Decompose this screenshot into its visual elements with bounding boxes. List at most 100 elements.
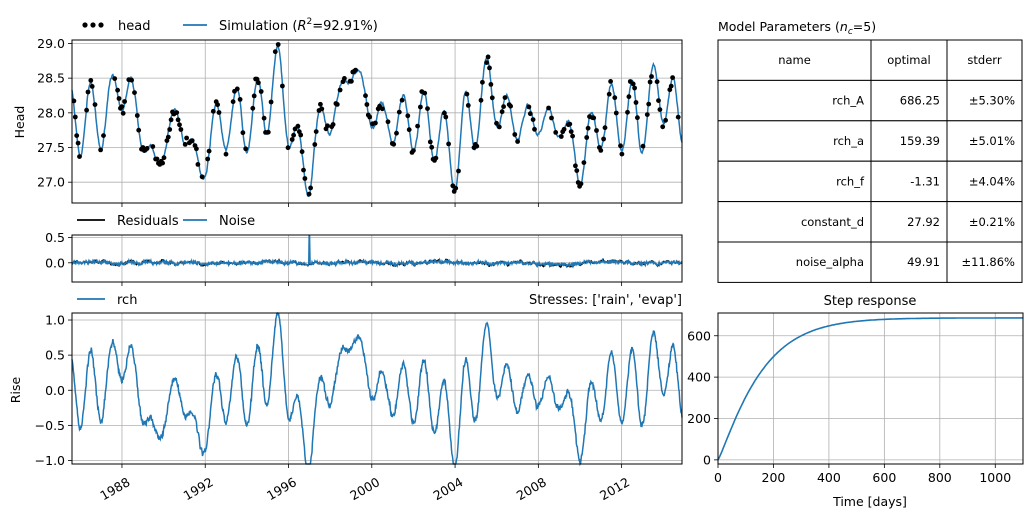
head-observation-point	[334, 102, 340, 107]
y-tick-label: 28.5	[37, 71, 65, 86]
head-observation-point	[608, 79, 613, 84]
head-observation-point	[132, 90, 137, 95]
step-y-ticks: 0 200 400 600	[687, 328, 718, 467]
head-x-ticks	[121, 203, 623, 207]
contribution-ylabel: Rise	[8, 377, 23, 404]
head-observation-point	[591, 115, 597, 121]
table-value-cell: ±11.86%	[962, 255, 1016, 269]
head-observation-point	[594, 128, 599, 133]
head-observation-point	[494, 120, 499, 126]
table-value-cell: ±4.04%	[969, 174, 1015, 188]
x-tick-label: 1992	[181, 474, 216, 503]
head-observation-point	[237, 97, 243, 102]
head-observation-point	[502, 95, 508, 100]
head-observation-point	[88, 78, 94, 83]
table-value-cell: ±5.30%	[969, 94, 1015, 108]
y-tick-label: 27.5	[37, 140, 65, 155]
head-observation-point	[530, 117, 536, 122]
noise-line	[71, 235, 683, 269]
head-observation-point	[553, 130, 559, 135]
step-xlabel: Time [days]	[832, 494, 907, 509]
step-x-ticks: 0 200 400 600 800 1000	[714, 464, 1011, 485]
head-observation-point	[223, 151, 229, 157]
head-observation-point	[394, 130, 399, 136]
head-observation-point	[161, 155, 167, 161]
table-value-cell: rch_f	[836, 174, 865, 188]
step-x-tick-label: 800	[928, 470, 952, 485]
head-observation-point	[167, 127, 173, 132]
head-observation-point	[92, 102, 98, 107]
head-observation-point	[144, 146, 150, 151]
head-observation-point	[654, 79, 660, 85]
head-grid	[72, 40, 682, 203]
legend-head-label: head	[118, 19, 150, 34]
head-observation-point	[119, 104, 125, 109]
head-observation-point	[667, 87, 673, 93]
table-cell	[870, 120, 948, 162]
table-cell	[717, 39, 872, 81]
step-title: Step response	[824, 294, 917, 309]
head-observation-point	[301, 167, 306, 173]
head-observation-point	[234, 86, 240, 92]
head-observation-point	[489, 95, 495, 101]
step-x-tick-label: 200	[762, 470, 786, 485]
table-value-cell: 49.91	[907, 255, 940, 269]
head-observation-point	[75, 140, 81, 146]
residuals-x-ticks	[121, 282, 623, 286]
head-observation-point	[189, 138, 195, 144]
head-observation-point	[353, 67, 358, 73]
head-legend: head Simulation (R2=92.91%)	[82, 17, 378, 34]
head-observation-point	[567, 121, 573, 127]
stresses-title: Stresses: ['rain', 'evap']	[529, 293, 682, 308]
head-observation-point	[640, 143, 646, 149]
legend-head-marker	[90, 22, 96, 28]
table-value-cell: noise_alpha	[796, 255, 864, 269]
step-x-tick-label: 0	[714, 470, 722, 485]
head-observation-point	[406, 127, 412, 133]
x-tick-label: 2008	[514, 474, 549, 503]
head-observation-point	[568, 129, 574, 135]
head-observation-point	[285, 145, 291, 151]
head-observation-point	[574, 168, 580, 174]
table-cell	[717, 201, 872, 243]
head-observation-point	[527, 111, 533, 117]
contribution-x-ticks: 1988 1992 1996 2000 2004 2008 2012	[97, 464, 632, 503]
head-observation-point	[668, 83, 674, 89]
head-observation-point	[206, 148, 212, 154]
head-observation-point	[396, 109, 402, 115]
head-observation-point	[670, 75, 675, 80]
head-observation-point	[165, 134, 171, 140]
x-tick-label: 1996	[264, 474, 299, 503]
head-observation-point	[291, 132, 296, 138]
head-observation-point	[480, 79, 485, 85]
head-observation-point	[85, 89, 91, 95]
table-title: Model Parameters (nc=5)	[718, 19, 876, 37]
table-value-cell: constant_d	[801, 215, 864, 229]
contribution-legend: rch	[77, 293, 137, 308]
head-observation-point	[74, 133, 80, 139]
head-observation-point	[632, 85, 637, 91]
head-observation-point	[134, 113, 140, 118]
head-observation-point	[585, 125, 591, 131]
head-observation-point	[625, 109, 630, 115]
head-observation-point	[561, 126, 567, 132]
head-observation-point	[98, 147, 103, 153]
head-observation-point	[116, 96, 122, 101]
rch-contribution-line	[71, 312, 683, 467]
head-observation-point	[342, 76, 347, 81]
head-observation-point	[280, 83, 285, 89]
head-observation-point	[199, 174, 205, 180]
head-observation-point	[250, 105, 256, 111]
head-observation-point	[499, 109, 505, 115]
head-observation-point	[606, 91, 612, 97]
head-observation-point	[598, 148, 604, 153]
head-observation-point	[182, 142, 188, 147]
legend-head-marker	[98, 22, 104, 28]
head-observation-point	[429, 144, 435, 150]
head-observation-point	[178, 127, 184, 132]
head-observation-point	[120, 110, 126, 116]
head-observation-point	[573, 163, 578, 169]
contribution-axes-frame	[71, 312, 683, 465]
head-observation-point	[487, 65, 492, 71]
head-observation-point	[205, 156, 211, 162]
